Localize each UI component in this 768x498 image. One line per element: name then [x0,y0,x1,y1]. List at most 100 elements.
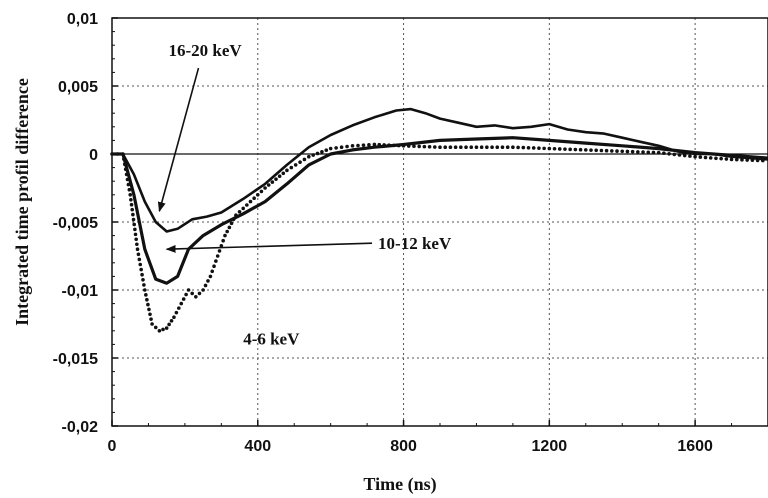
ticks: 0 400 800 1200 1600 0,01 0,005 0 -0,005 -0,01 -0,0… [53,11,768,455]
data-point [217,249,222,253]
x-tick-label: 1200 [532,438,568,455]
data-point [474,145,479,149]
data-point [206,279,210,283]
data-point [190,291,194,296]
x-tick-label: 1600 [677,438,713,455]
data-point [495,145,500,149]
data-point [125,177,130,182]
data-point [417,144,421,149]
data-point [179,301,184,306]
data-point [662,151,666,156]
data-point [734,157,739,162]
data-point [144,293,148,297]
data-point [345,144,349,149]
data-point [315,151,320,156]
data-point [153,325,158,330]
data-point [740,158,744,162]
data-point [138,262,143,267]
data-point [136,252,141,257]
data-point [693,154,697,159]
data-point [142,283,146,287]
data-point [387,143,391,147]
data-point [516,145,520,150]
data-point [123,167,128,172]
data-point [630,149,635,154]
data-point [140,272,144,277]
data-point [293,163,298,167]
data-point [126,182,131,187]
data-point [169,319,174,323]
data-point [719,156,723,161]
data-point [248,199,253,204]
data-point [406,144,411,148]
data-point [145,297,149,302]
data-point [149,317,153,321]
annotation-arrow [165,242,373,253]
grid [112,18,768,426]
data-point [210,269,215,274]
data-point [122,157,126,161]
data-point [174,310,179,315]
data-point [184,292,188,297]
data-point [594,148,598,153]
data-point [131,212,135,217]
data-point [259,189,264,194]
data-point [651,150,656,155]
data-point [237,210,242,214]
data-point [131,217,136,222]
data-point [620,149,625,154]
data-point [148,312,152,317]
data-point [479,145,484,149]
data-point [270,180,275,184]
data-point [214,259,218,263]
data-point [490,145,494,149]
data-point [361,143,366,147]
data-point [135,247,140,251]
data-point [132,222,136,227]
data-point [542,146,546,151]
data-point [324,148,329,152]
series-10-12-kev [110,136,768,285]
data-point [146,302,150,307]
data-point [367,143,371,147]
data-point [122,162,127,166]
data-point [150,322,154,326]
data-point [682,153,687,158]
data-point [427,145,432,149]
data-point [485,145,489,149]
data-point [396,143,401,148]
y-tick-label: 0,01 [67,11,98,28]
data-point [245,203,249,207]
data-point [641,150,645,154]
data-point [274,177,278,181]
data-point [135,242,139,247]
y-tick-label: 0 [89,147,98,164]
data-point [281,171,286,176]
data-point [115,152,120,156]
y-tick-label: -0,015 [53,351,98,368]
data-point [133,232,138,237]
data-point [311,153,315,157]
annotations: 16-20 keV 10-12 keV 4-6 keV [157,41,452,348]
data-point [167,322,171,327]
series-16-20-kev [110,107,768,233]
data-point [724,157,729,161]
data-point [298,160,302,164]
data-point [289,165,294,170]
y-tick-label: -0,02 [62,419,99,436]
x-axis-title: Time (ns) [363,474,436,495]
y-tick-label: -0,01 [62,283,99,300]
data-point [453,145,458,149]
data-point [604,148,609,153]
data-point [521,145,526,150]
data-point [164,326,169,330]
data-point [130,207,135,212]
data-point [194,295,198,299]
data-point [143,288,147,292]
data-point [255,193,260,197]
data-point [568,147,572,152]
data-point [667,152,671,156]
data-point [703,155,708,160]
data-point [212,264,216,269]
